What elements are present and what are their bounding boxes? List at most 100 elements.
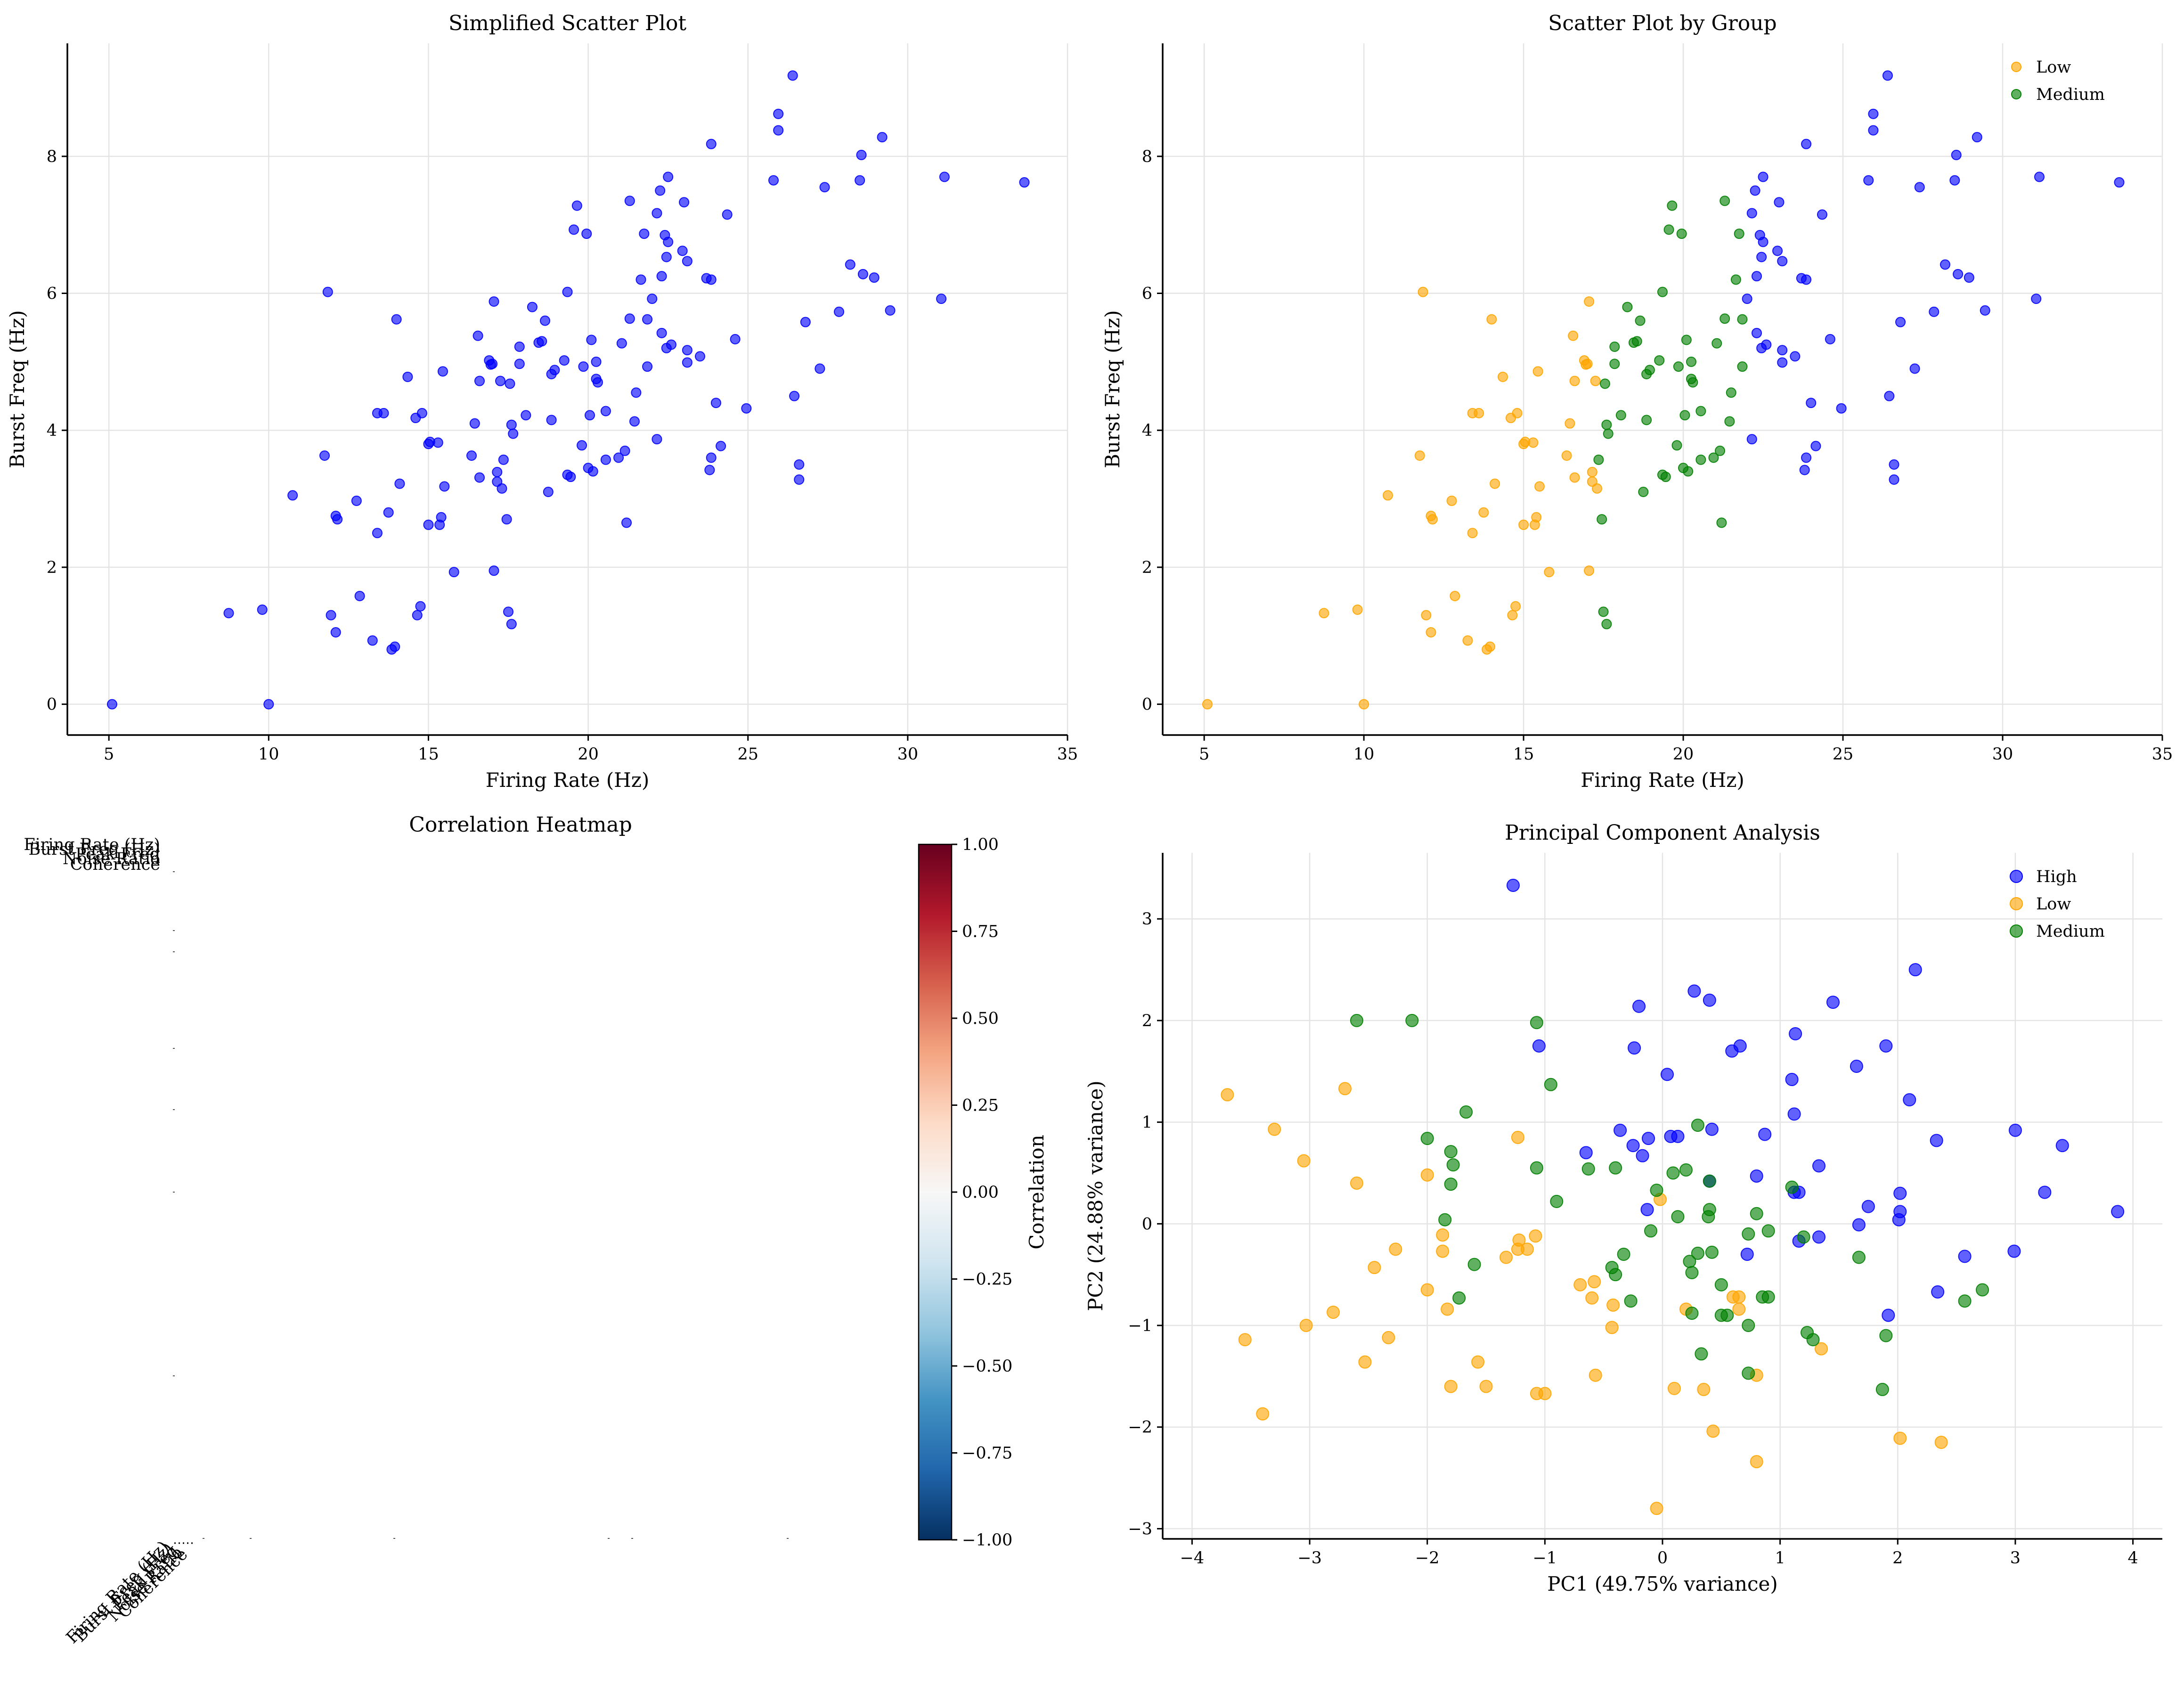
data-point-all bbox=[581, 229, 592, 239]
y-tick-label: 3 bbox=[1142, 910, 1152, 929]
data-point-medium bbox=[1601, 619, 1612, 629]
data-point-high bbox=[1751, 327, 1762, 338]
data-point-all bbox=[505, 378, 515, 389]
x-axis-label: Firing Rate (Hz) bbox=[1581, 768, 1744, 792]
data-point-high bbox=[1758, 237, 1768, 247]
data-point-medium bbox=[1444, 1177, 1458, 1191]
data-point-low bbox=[1486, 314, 1497, 325]
data-point-all bbox=[367, 635, 378, 646]
data-point-high bbox=[1884, 391, 1895, 401]
x-tick-label: 0 bbox=[1657, 1549, 1668, 1568]
x-tick-label: 20 bbox=[578, 745, 599, 764]
data-point-high bbox=[2055, 1139, 2069, 1153]
y-tick-label: 2 bbox=[1142, 1012, 1152, 1030]
data-point-high bbox=[1777, 357, 1788, 368]
data-point-medium bbox=[1737, 314, 1748, 325]
data-point-low bbox=[1569, 472, 1580, 483]
data-point-medium bbox=[1644, 1224, 1658, 1238]
data-point-all bbox=[794, 459, 805, 470]
data-point-low bbox=[1587, 466, 1597, 477]
data-point-medium bbox=[1852, 1251, 1866, 1264]
data-point-medium bbox=[1405, 1014, 1419, 1027]
data-point-medium bbox=[1734, 229, 1744, 239]
data-point-low bbox=[1815, 1342, 1828, 1356]
data-point-low bbox=[1359, 699, 1369, 710]
data-point-high bbox=[1687, 984, 1701, 998]
data-point-low bbox=[1444, 1380, 1458, 1393]
data-point-all bbox=[636, 274, 646, 285]
data-point-all bbox=[508, 428, 519, 439]
data-point-all bbox=[857, 269, 868, 279]
data-point-all bbox=[432, 437, 443, 448]
data-point-high bbox=[1882, 70, 1893, 81]
data-point-medium bbox=[1806, 1333, 1820, 1347]
data-point-all bbox=[679, 197, 690, 208]
colorbar-label: Correlation bbox=[1025, 1135, 1048, 1250]
data-point-all bbox=[354, 590, 365, 601]
x-tick-label: 35 bbox=[2152, 745, 2173, 764]
data-point-low bbox=[1581, 359, 1591, 370]
data-point-high bbox=[1640, 1203, 1654, 1217]
data-point-all bbox=[562, 286, 573, 297]
data-point-low bbox=[1389, 1243, 1402, 1256]
y-tick-label: 6 bbox=[47, 285, 57, 303]
data-point-all bbox=[845, 259, 856, 270]
data-point-low bbox=[1256, 1407, 1270, 1421]
data-point-high bbox=[1785, 1073, 1799, 1087]
scatter-panel-4: −4 −3 −2 −1 0 1 2 3 4 −3 −2 −1 0 1 2 3 Principal Compone… bbox=[1084, 821, 2162, 1595]
data-point-all bbox=[501, 514, 512, 525]
data-point-medium bbox=[1785, 1180, 1799, 1194]
data-point-high bbox=[1931, 1285, 1945, 1299]
data-point-high bbox=[1790, 351, 1801, 362]
heatmap-row-label: Burst Freq (Hz) bbox=[28, 840, 160, 859]
colorbar-tick-label: 0.25 bbox=[962, 1096, 999, 1115]
data-point-low bbox=[1421, 610, 1432, 621]
colorbar-tick-label: 0.50 bbox=[962, 1009, 999, 1028]
data-point-high bbox=[1958, 1250, 1972, 1263]
data-point-high bbox=[1953, 269, 1964, 279]
data-point-high bbox=[1879, 1039, 1893, 1053]
data-point-high bbox=[2007, 1244, 2021, 1258]
data-point-medium bbox=[1742, 1319, 1755, 1332]
data-point-all bbox=[663, 172, 674, 182]
data-point-medium bbox=[1719, 196, 1730, 206]
x-tick-label: 5 bbox=[1199, 745, 1209, 764]
data-point-all bbox=[489, 565, 499, 576]
legend-label-medium: Medium bbox=[2036, 85, 2105, 104]
data-point-low bbox=[1584, 565, 1595, 576]
data-point-all bbox=[390, 641, 400, 652]
data-point-all bbox=[584, 410, 595, 421]
data-point-all bbox=[448, 567, 459, 578]
data-point-high bbox=[1750, 1169, 1763, 1183]
scatter-panel-1: 5 10 15 20 25 30 35 0 2 4 6 8 Simplified Scatter Plo… bbox=[6, 11, 1078, 792]
data-point-high bbox=[1889, 459, 1899, 470]
data-point-low bbox=[1538, 1387, 1552, 1400]
x-tick-label: 15 bbox=[418, 745, 439, 764]
data-point-all bbox=[789, 391, 800, 401]
data-point-medium bbox=[1444, 1145, 1458, 1159]
data-point-medium bbox=[1737, 361, 1748, 372]
data-point-high bbox=[1801, 274, 1812, 285]
data-point-medium bbox=[1695, 454, 1706, 465]
data-point-low bbox=[1606, 1298, 1620, 1312]
heatmap-row-label: Noise Ratio bbox=[63, 850, 160, 868]
data-point-medium bbox=[1667, 200, 1678, 211]
data-point-low bbox=[1510, 601, 1521, 612]
data-point-high bbox=[1756, 252, 1767, 262]
data-point-all bbox=[577, 440, 587, 451]
data-point-high bbox=[2111, 1205, 2125, 1218]
data-point-medium bbox=[1708, 452, 1719, 463]
data-point-all bbox=[402, 371, 413, 382]
data-point-medium bbox=[1683, 466, 1694, 477]
data-point-high bbox=[1660, 1068, 1674, 1081]
data-point-medium bbox=[1685, 1266, 1699, 1279]
data-point-high bbox=[1787, 1107, 1801, 1121]
data-point-all bbox=[527, 302, 538, 312]
data-point-medium bbox=[1544, 1078, 1557, 1091]
data-point-all bbox=[666, 339, 676, 350]
y-tick-label: 8 bbox=[47, 147, 57, 166]
data-point-medium bbox=[1742, 1227, 1755, 1241]
data-point-high bbox=[1889, 474, 1899, 485]
data-point-low bbox=[1518, 519, 1529, 530]
data-point-high bbox=[1892, 1213, 1906, 1226]
